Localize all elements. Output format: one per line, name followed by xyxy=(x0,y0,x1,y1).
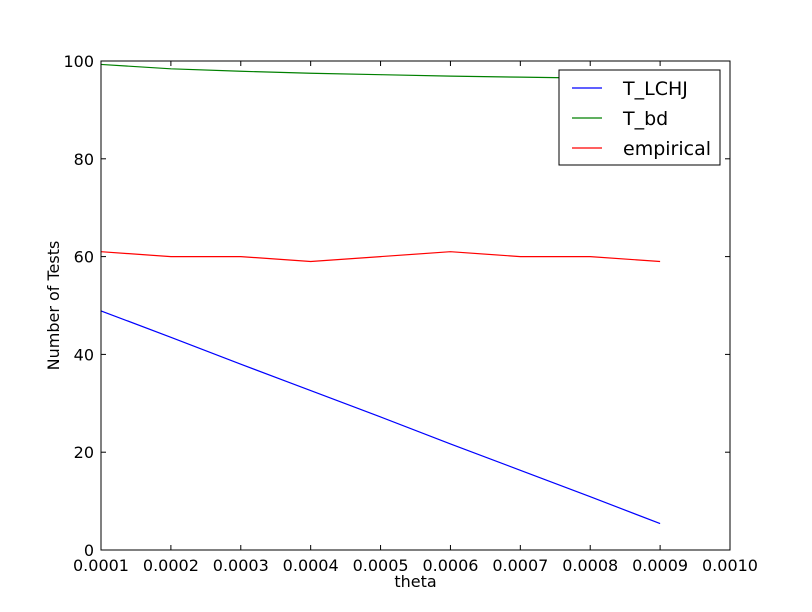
x-tick-label: 0.0009 xyxy=(632,556,688,575)
x-tick-label: 0.0010 xyxy=(702,556,758,575)
legend-label-empirical: empirical xyxy=(623,138,711,160)
series-line-t-lchj xyxy=(100,310,661,525)
legend-label-t-bd: T_bd xyxy=(622,108,668,130)
x-tick-label: 0.0004 xyxy=(283,556,339,575)
legend: T_LCHJ T_bd empirical xyxy=(558,69,721,166)
y-tick-label: 20 xyxy=(74,443,94,462)
y-tick-label: 100 xyxy=(63,52,94,71)
x-tick-label: 0.0006 xyxy=(422,556,478,575)
legend-label-t-lchj: T_LCHJ xyxy=(622,78,688,100)
x-tick-label: 0.0001 xyxy=(73,556,129,575)
y-tick-label: 0 xyxy=(84,541,94,560)
x-tick-label: 0.0005 xyxy=(353,556,409,575)
plot-area-frame xyxy=(100,60,731,551)
x-tick-label: 0.0002 xyxy=(143,556,199,575)
x-axis-label: theta xyxy=(394,572,436,591)
x-tick-label: 0.0007 xyxy=(492,556,548,575)
x-tick-label: 0.0003 xyxy=(213,556,269,575)
series-line-empirical xyxy=(100,251,661,263)
y-axis-label: Number of Tests xyxy=(44,241,63,371)
y-tick-label: 80 xyxy=(74,150,94,169)
ticks-layer: 0.0001 0.0002 0.0003 0.0004 0.0005 0.0006 0.00… xyxy=(63,52,758,575)
y-tick-label: 60 xyxy=(74,248,94,267)
y-tick-label: 40 xyxy=(74,345,94,364)
x-tick-label: 0.0008 xyxy=(562,556,618,575)
